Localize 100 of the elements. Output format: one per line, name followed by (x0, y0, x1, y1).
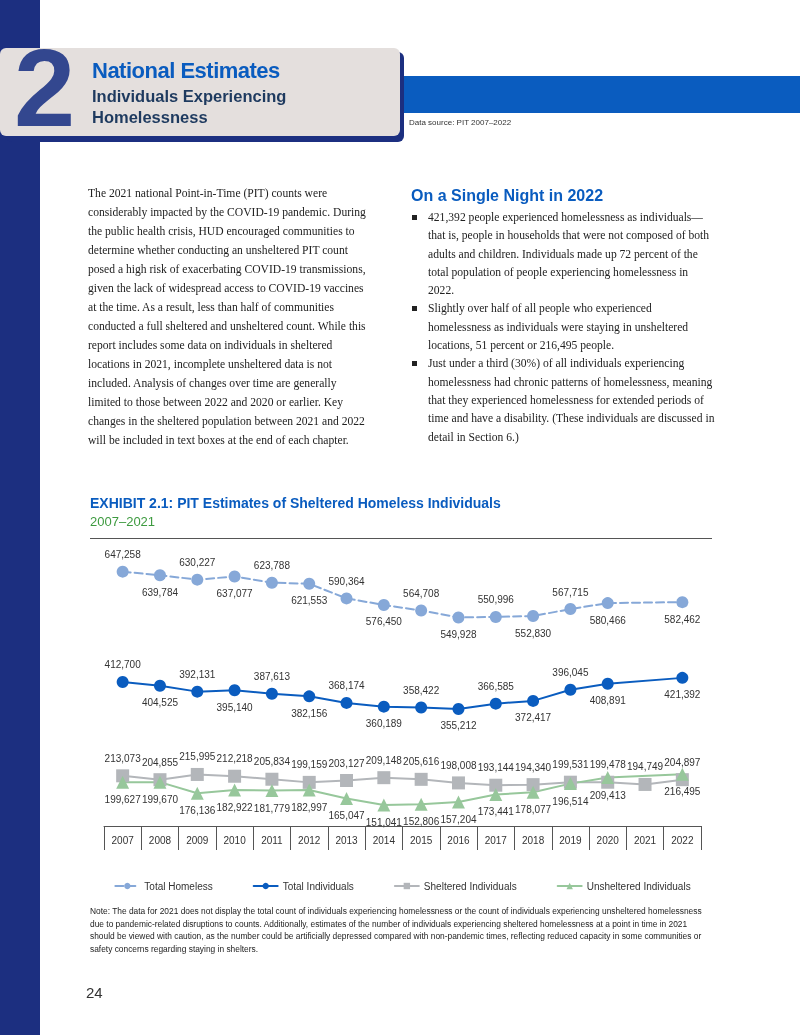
data-label: 647,258 (104, 549, 142, 561)
legend-label: Sheltered Individuals (423, 880, 517, 892)
point (228, 783, 242, 797)
point (451, 776, 465, 790)
point (452, 703, 465, 715)
point (116, 675, 129, 688)
point (191, 685, 204, 698)
point (526, 778, 540, 792)
data-label: 193,144 (477, 762, 515, 774)
point (265, 772, 279, 786)
point (377, 598, 390, 611)
legend-label: Total Individuals (282, 880, 354, 892)
data-label: 165,047 (328, 810, 366, 822)
point (676, 671, 689, 684)
text: The 2021 national Point-in-Time (PIT) counts were considerably impacted by the COVID-19 pandemic. During the public health crisis, HUD encouraged communities to determine whether conducting an unsheltered PIT count posed a high risk of exacerbating COVID-19 transmissions, given the lack of widespread access to COVID-19 vaccines at the time. As a result, less than half of communities conducted a full sheltered and unsheltered count. While this report includes some data on individuals in sheltered locations in 2021, incomplete unsheltered data is not included. Analysis of changes over time are generally limited to those between 2022 and 2020 or earlier. Key changes in the sheltered population between 2021 and 2022 will be included in text boxes at the end of each chapter. (88, 187, 366, 447)
data-label: 199,627 (104, 794, 142, 806)
point (228, 570, 241, 583)
point (377, 798, 391, 812)
data-label: 639,784 (141, 586, 179, 598)
data-label: 216,495 (664, 786, 701, 798)
x-tick-label: 2019 (559, 834, 582, 846)
data-label: 567,715 (552, 586, 589, 598)
legend-label: Unsheltered Individuals (586, 880, 691, 892)
data-label: 151,041 (365, 817, 403, 828)
x-tick-label: 2017 (484, 834, 508, 846)
point (153, 679, 166, 692)
data-label: 215,995 (179, 751, 216, 763)
point (415, 604, 428, 617)
point (377, 771, 391, 785)
point (527, 610, 540, 623)
data-label: 205,616 (403, 756, 440, 768)
source-note: Data source: PIT 2007–2022 (409, 118, 512, 127)
x-tick-label: 2010 (223, 834, 247, 846)
point (340, 774, 354, 788)
data-label: 412,700 (104, 659, 142, 671)
point (415, 701, 428, 714)
data-label: 366,585 (477, 681, 515, 693)
data-label: 205,834 (253, 756, 291, 768)
data-label: 157,204 (440, 814, 477, 826)
point (190, 767, 204, 781)
data-label: 564,708 (403, 587, 440, 599)
text: Just under a third (30%) of all individuals experiencing homelessness had chronic patterns of homelessness, meaning that they experienced homelessness for extended periods of time and have a disability. (These individuals are discussed in detail in Section 6.) (427, 356, 716, 446)
data-label: 355,212 (440, 720, 477, 732)
data-label: 199,478 (589, 759, 627, 771)
point (489, 787, 503, 801)
point (452, 611, 465, 624)
x-tick-label: 2021 (633, 834, 657, 846)
point (265, 687, 278, 700)
data-label: 209,413 (589, 789, 627, 801)
point (564, 683, 577, 696)
data-label: 173,441 (477, 806, 515, 818)
chart-title: EXHIBIT 2.1: PIT Estimates of Sheltered Homeless Individuals (90, 495, 501, 511)
data-label: 212,218 (216, 753, 254, 765)
text: Individuals Experiencing Homelessness (92, 86, 288, 128)
text: On a Single Night in 2022 (411, 187, 604, 205)
point (489, 610, 502, 623)
point (228, 684, 241, 697)
x-tick-label: 2014 (372, 834, 396, 846)
x-tick-label: 2008 (148, 834, 172, 846)
data-label: 404,525 (141, 697, 179, 709)
data-label: 387,613 (253, 671, 291, 683)
point (489, 697, 502, 710)
x-tick-label: 2016 (447, 834, 471, 846)
data-label: 204,897 (664, 756, 701, 768)
data-label: 199,531 (552, 759, 589, 771)
point (190, 786, 204, 800)
data-label: 590,364 (328, 575, 366, 587)
point (191, 573, 204, 586)
point (303, 577, 316, 590)
data-label: 395,140 (216, 701, 254, 713)
point (526, 785, 540, 799)
data-label: 396,045 (552, 667, 589, 679)
x-tick-label: 2012 (298, 834, 321, 846)
data-label: 630,227 (179, 557, 216, 569)
data-label: 176,136 (179, 805, 216, 817)
data-label: 199,670 (141, 794, 179, 806)
data-label: 368,174 (328, 680, 366, 692)
data-label: 209,148 (365, 754, 403, 766)
data-label: 204,855 (141, 756, 179, 768)
point (601, 677, 614, 690)
point (377, 700, 390, 713)
point (340, 791, 354, 805)
legend-label: Total Homeless (144, 880, 213, 892)
point (451, 795, 465, 809)
text: National Estimates (92, 58, 280, 84)
data-label: 360,189 (365, 718, 403, 730)
text: Slightly over half of all people who experienced homelessness as individuals were staying in unsheltered locations, 51 percent or 216,495 people. (427, 301, 690, 355)
data-label: 152,806 (403, 816, 440, 828)
data-label: 203,127 (328, 757, 366, 769)
x-tick-label: 2009 (186, 834, 209, 846)
point (116, 565, 129, 578)
data-label: 408,891 (589, 695, 627, 707)
text: 421,392 people experienced homelessness as individuals—that is, people in households that were not composed of both adults and children. Individuals made up 72 percent of the total population of people experiencing homelessness in 2022. (427, 210, 711, 300)
data-label: 194,749 (626, 761, 664, 773)
point (116, 775, 130, 789)
x-tick-label: 2022 (671, 834, 694, 846)
chart-subtitle: 2007–2021 (90, 514, 156, 529)
point (527, 694, 540, 707)
data-label: 576,450 (365, 616, 403, 628)
data-label: 623,788 (253, 560, 291, 572)
